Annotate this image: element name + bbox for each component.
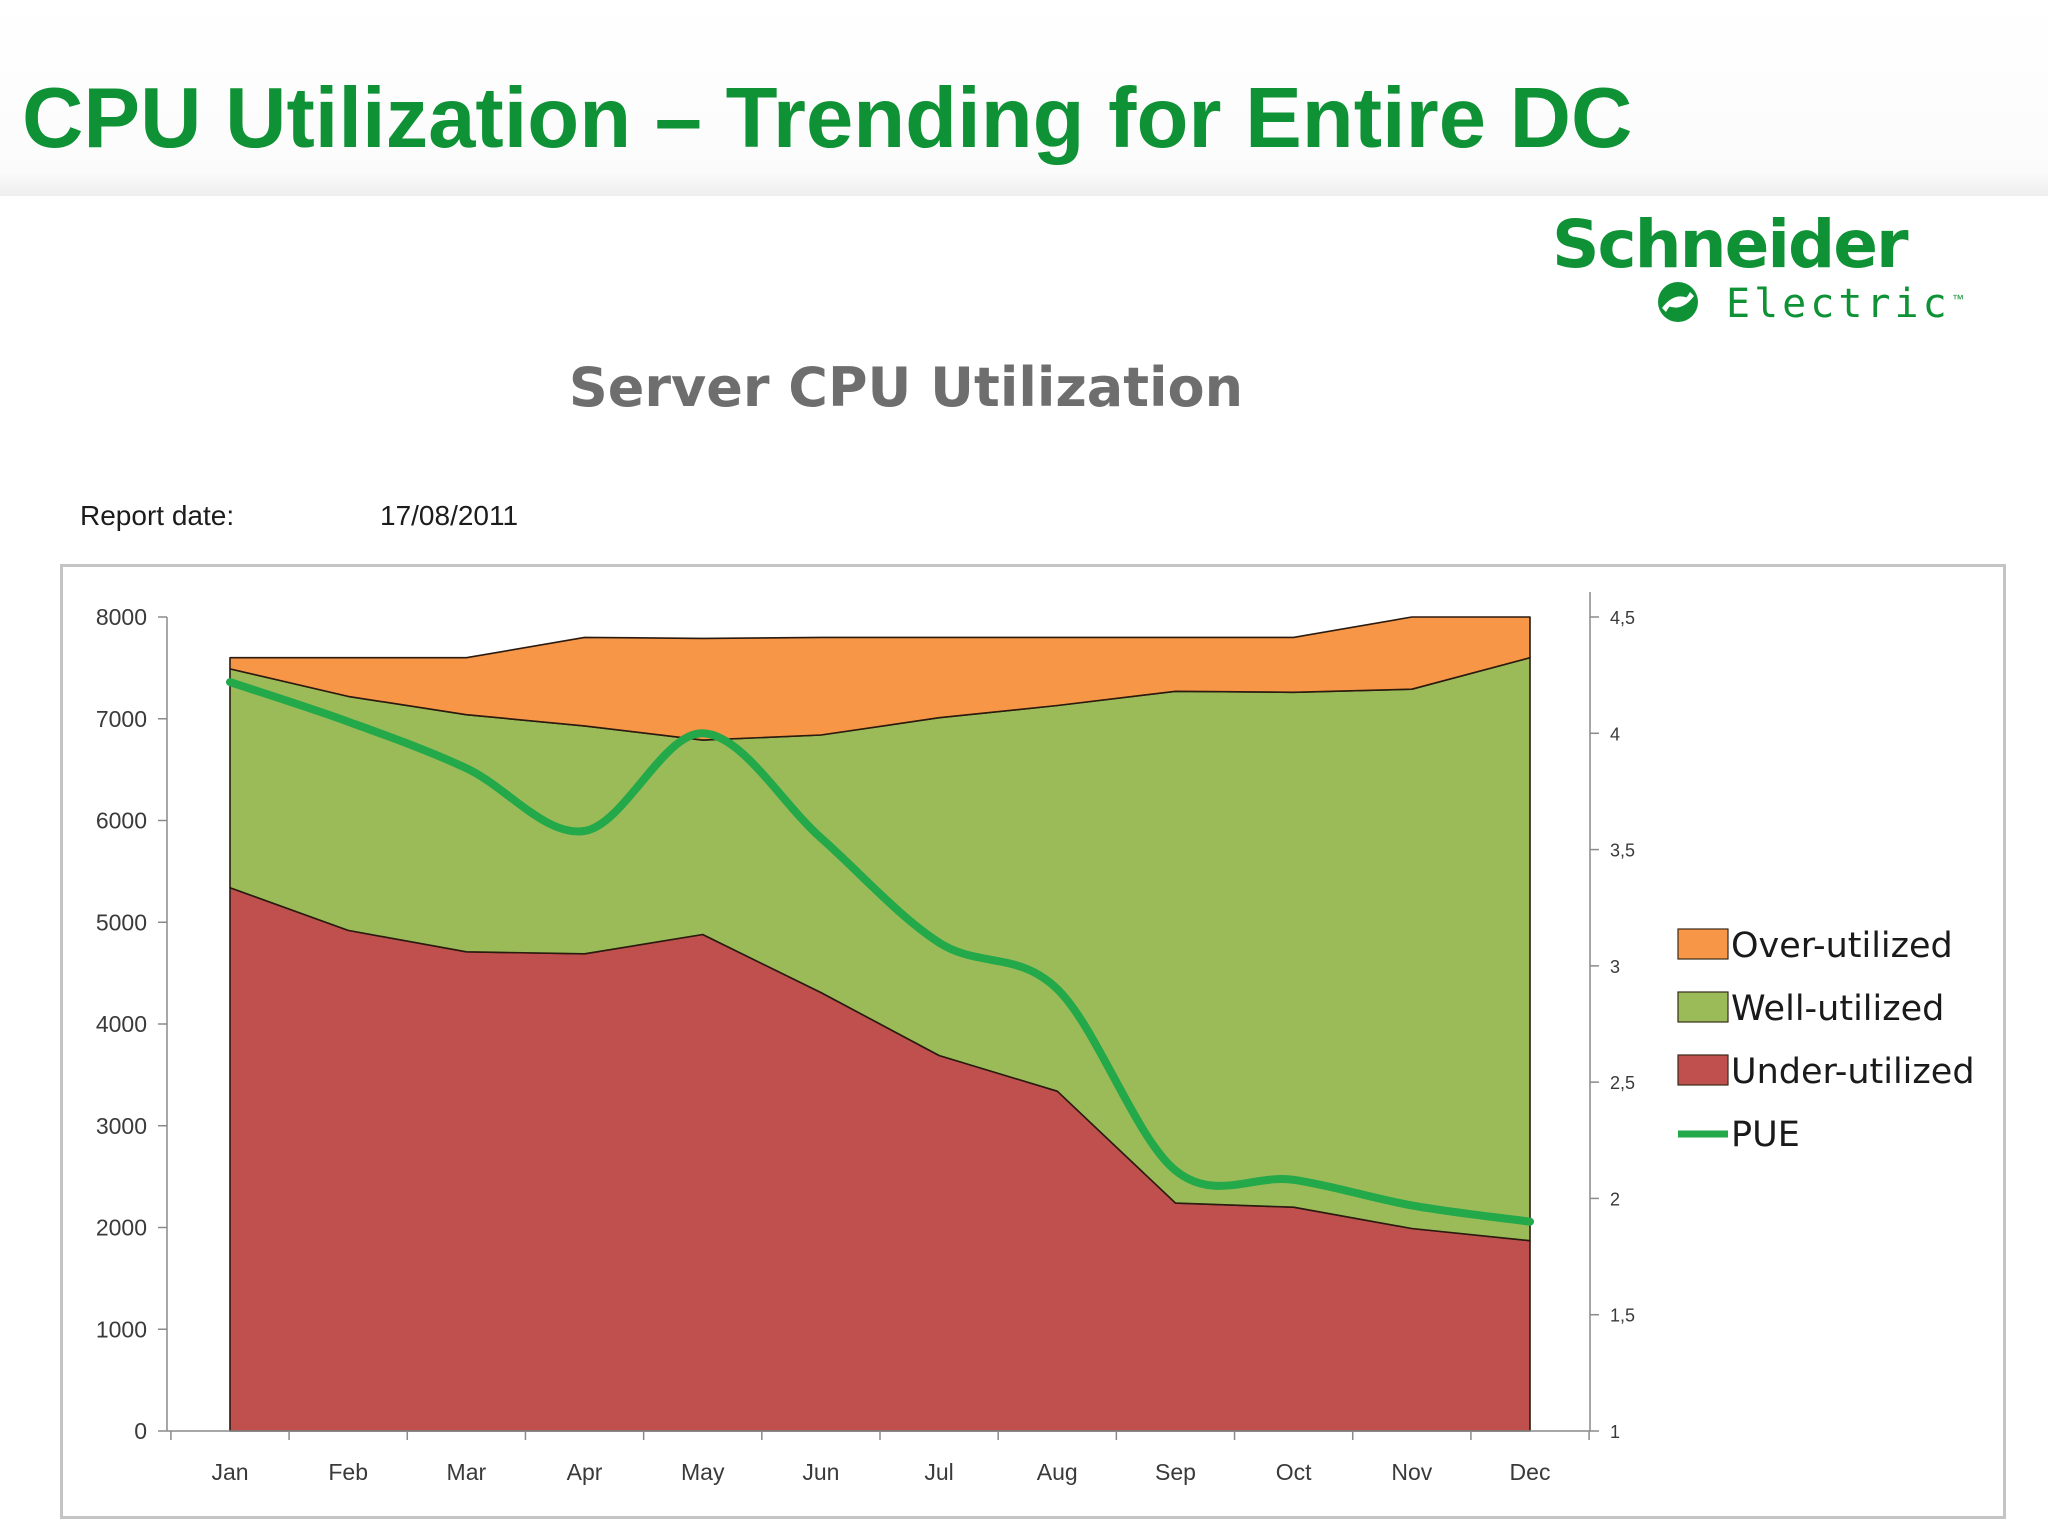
y-right-tick-label: 1 bbox=[1610, 1422, 1620, 1442]
y-right-tick-label: 3 bbox=[1610, 957, 1620, 977]
report-date-label: Report date: bbox=[80, 500, 235, 531]
logo-trademark: ™ bbox=[1952, 292, 1964, 306]
y-left-tick-label: 3000 bbox=[96, 1113, 147, 1139]
x-tick-label: Aug bbox=[1037, 1459, 1078, 1485]
y-right-tick-label: 4 bbox=[1610, 724, 1620, 744]
y-left-tick-label: 2000 bbox=[96, 1215, 147, 1241]
x-tick-label: Jun bbox=[802, 1459, 839, 1485]
legend-swatch-under-utilized bbox=[1677, 1054, 1729, 1086]
x-tick-label: Oct bbox=[1276, 1459, 1312, 1485]
x-tick-label: May bbox=[681, 1459, 725, 1485]
y-left-tick-label: 4000 bbox=[96, 1011, 147, 1037]
schneider-electric-logo: Schneider Electric ™ bbox=[1540, 212, 1970, 336]
legend-label-under-utilized: Under-utilized bbox=[1731, 1052, 1975, 1092]
legend-label-over-utilized: Over-utilized bbox=[1731, 926, 1953, 966]
slide-title: CPU Utilization – Trending for Entire DC bbox=[22, 71, 1633, 166]
line-pue bbox=[226, 678, 1534, 1226]
y-right-tick-label: 1,5 bbox=[1610, 1306, 1635, 1326]
legend-label-pue: PUE bbox=[1731, 1115, 1800, 1155]
title-bar bbox=[0, 0, 2048, 196]
y-right-tick-label: 3,5 bbox=[1610, 841, 1635, 861]
report-date-value: 17/08/2011 bbox=[380, 500, 519, 531]
y-left-tick-label: 5000 bbox=[96, 909, 147, 935]
x-tick-label: Feb bbox=[328, 1459, 368, 1485]
y-left-tick-label: 7000 bbox=[96, 706, 147, 732]
x-tick-label: Apr bbox=[567, 1459, 603, 1485]
legend-label-well-utilized: Well-utilized bbox=[1731, 989, 1944, 1029]
legend-swatch-over-utilized bbox=[1677, 928, 1729, 960]
y-right-tick-label: 2 bbox=[1610, 1189, 1620, 1209]
y-left-tick-label: 6000 bbox=[96, 808, 147, 834]
legend-swatch-well-utilized bbox=[1677, 991, 1729, 1023]
x-tick-label: Jul bbox=[924, 1459, 953, 1485]
y-left-tick-label: 8000 bbox=[96, 604, 147, 630]
x-tick-label: Dec bbox=[1510, 1459, 1551, 1485]
x-tick-label: Mar bbox=[447, 1459, 487, 1485]
logo-symbol-icon bbox=[1658, 282, 1698, 322]
logo-wordmark-electric: Electric bbox=[1726, 281, 1951, 327]
x-tick-label: Sep bbox=[1155, 1459, 1196, 1485]
chart-title: Server CPU Utilization bbox=[568, 356, 1244, 419]
x-tick-label: Nov bbox=[1391, 1459, 1432, 1485]
y-right-tick-label: 4,5 bbox=[1610, 608, 1635, 628]
y-right-tick-label: 2,5 bbox=[1610, 1073, 1635, 1093]
x-tick-label: Jan bbox=[211, 1459, 248, 1485]
area-over-utilized bbox=[229, 616, 1531, 741]
y-left-tick-label: 0 bbox=[134, 1418, 147, 1444]
y-left-tick-label: 1000 bbox=[96, 1316, 147, 1342]
logo-wordmark-schneider: Schneider bbox=[1552, 206, 1909, 283]
